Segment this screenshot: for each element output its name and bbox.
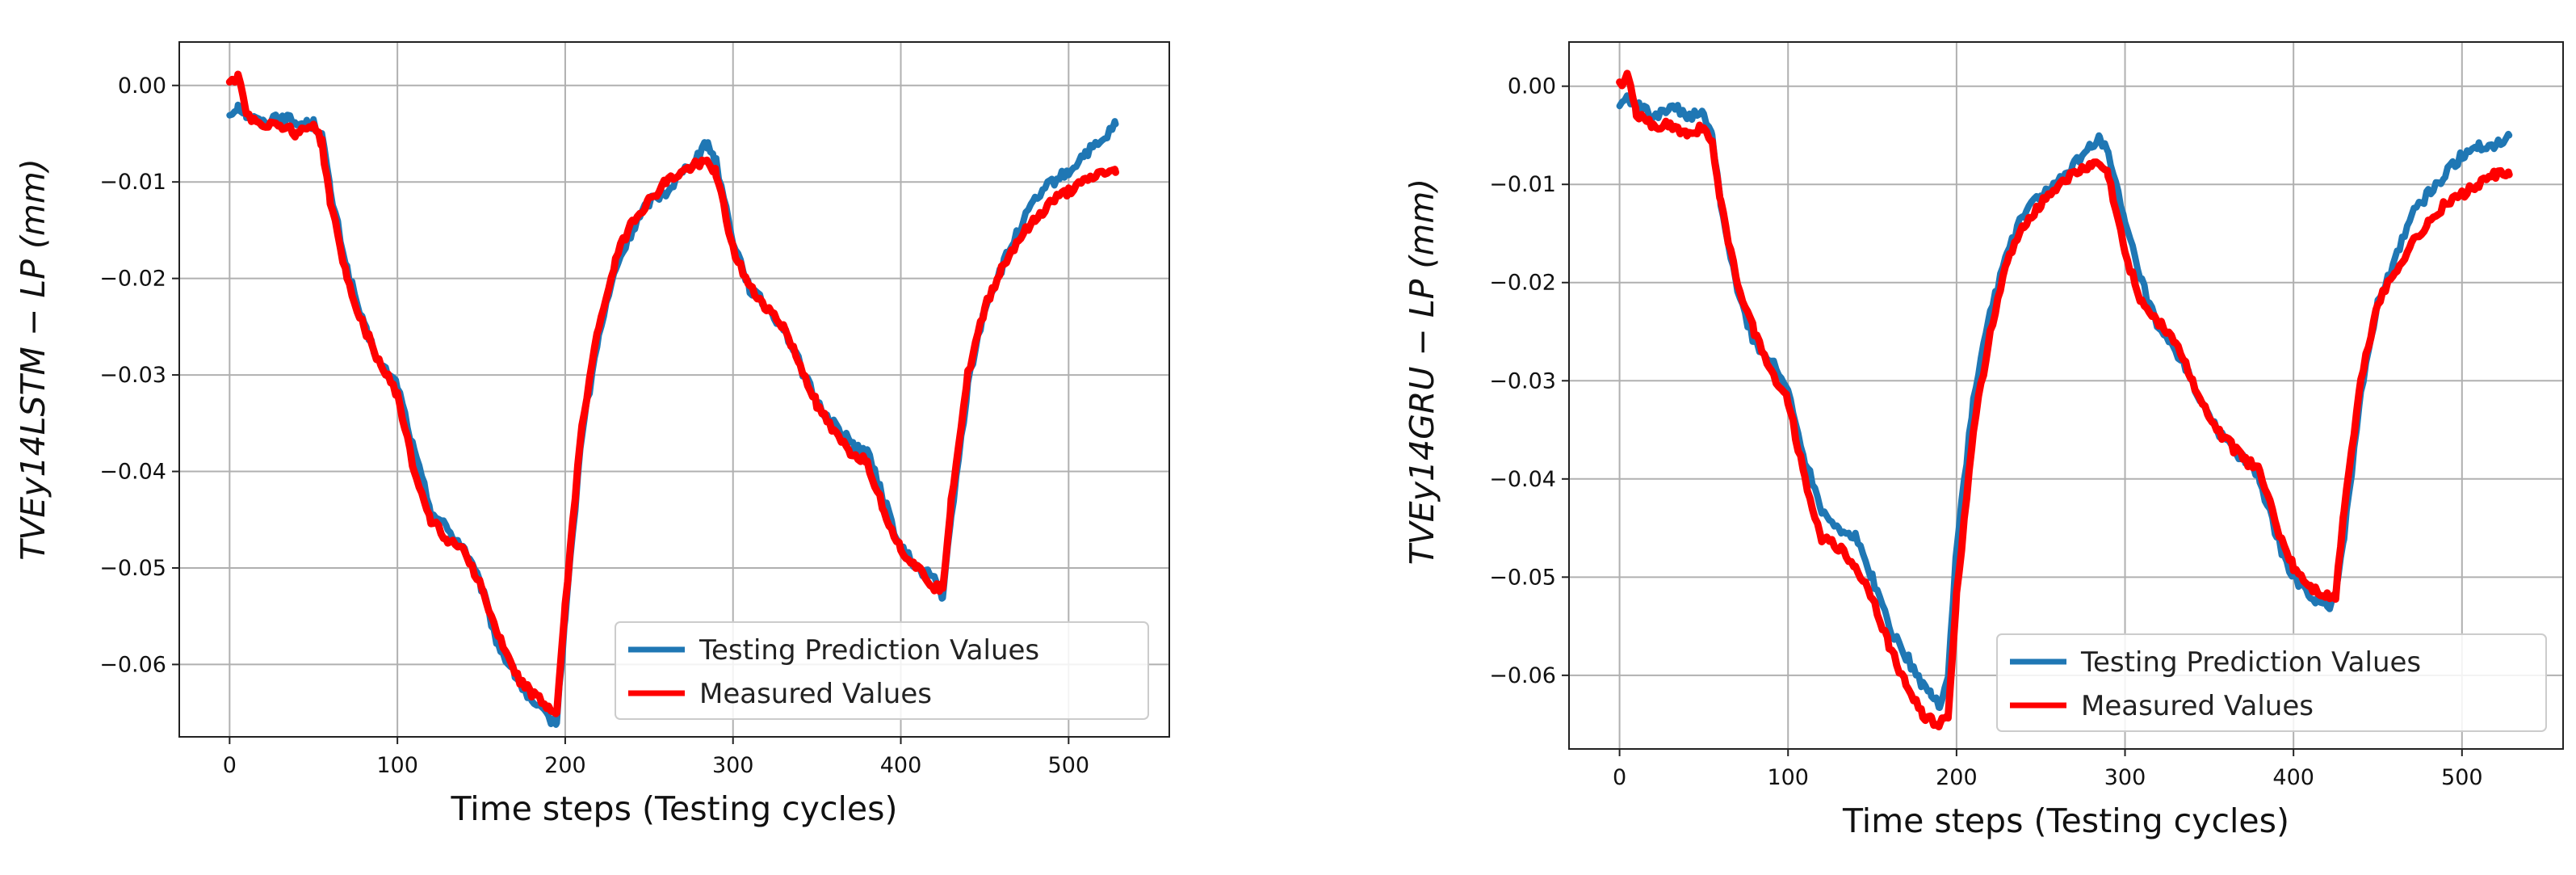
x-tick-label: 500 (1048, 753, 1090, 778)
y-tick-label: −0.03 (1489, 368, 1556, 393)
legend-label-prediction: Testing Prediction Values (699, 634, 1039, 667)
legend: Testing Prediction Values Measured Value… (1996, 633, 2547, 732)
y-tick-label: −0.03 (99, 363, 166, 388)
y-tick-label: −0.04 (99, 460, 166, 485)
axes-frame (1568, 41, 2564, 750)
ticks: 0 100 200 300 400 500 0.00 −0.01 −0.02 −0.03 −0.04… (1489, 74, 2482, 790)
chart-lstm: 0 100 200 300 400 500 0.00 −0.01 −0.02 −0.03 −0.04… (14, 41, 1170, 828)
y-tick-label: −0.06 (1489, 663, 1556, 688)
axes-frame (178, 41, 1170, 738)
plot-area (179, 42, 1169, 737)
legend-box (615, 621, 1149, 720)
x-tick-label: 300 (712, 753, 754, 778)
x-axis-label: Time steps (Testing cycles) (451, 789, 898, 828)
x-tick-label: 0 (1613, 765, 1626, 790)
legend-label-measured: Measured Values (699, 678, 932, 710)
y-tick-label: −0.06 (99, 652, 166, 677)
y-tick-label: −0.05 (99, 556, 166, 581)
series-line-measured (225, 70, 1119, 717)
legend-label-measured: Measured Values (2081, 690, 2314, 722)
x-tick-label: 400 (2272, 765, 2314, 790)
x-tick-label: 100 (1767, 765, 1809, 790)
y-tick-label: −0.01 (99, 170, 166, 195)
x-tick-label: 200 (1936, 765, 1978, 790)
y-axis-label: TVEy14LSTM − LP (mm) (14, 158, 52, 561)
x-tick-label: 500 (2441, 765, 2483, 790)
y-tick-label: 0.00 (118, 74, 166, 99)
x-tick-label: 300 (2104, 765, 2146, 790)
y-tick-label: 0.00 (1508, 74, 1556, 99)
legend-box (1996, 633, 2547, 732)
y-axis-label: TVEy14GRU − LP (mm) (1403, 179, 1441, 566)
chart-gru: 0 100 200 300 400 500 0.00 −0.01 −0.02 −0.03 −0.04… (1403, 41, 2564, 840)
legend: Testing Prediction Values Measured Value… (615, 621, 1149, 720)
series-group (1616, 69, 2513, 730)
y-tick-label: −0.04 (1489, 467, 1556, 492)
y-tick-label: −0.02 (99, 267, 166, 292)
x-axis-label: Time steps (Testing cycles) (1842, 801, 2289, 840)
plot-area (1569, 42, 2563, 749)
x-tick-label: 100 (376, 753, 418, 778)
y-tick-label: −0.05 (1489, 565, 1556, 590)
y-tick-label: −0.01 (1489, 172, 1556, 197)
y-tick-label: −0.02 (1489, 271, 1556, 296)
series-line-measured (1616, 69, 2513, 730)
series-group (225, 70, 1119, 728)
x-tick-label: 0 (223, 753, 237, 778)
x-tick-label: 400 (880, 753, 922, 778)
legend-label-prediction: Testing Prediction Values (2080, 646, 2421, 679)
ticks: 0 100 200 300 400 500 0.00 −0.01 −0.02 −0.03 −0.04… (99, 74, 1089, 778)
x-tick-label: 200 (544, 753, 586, 778)
